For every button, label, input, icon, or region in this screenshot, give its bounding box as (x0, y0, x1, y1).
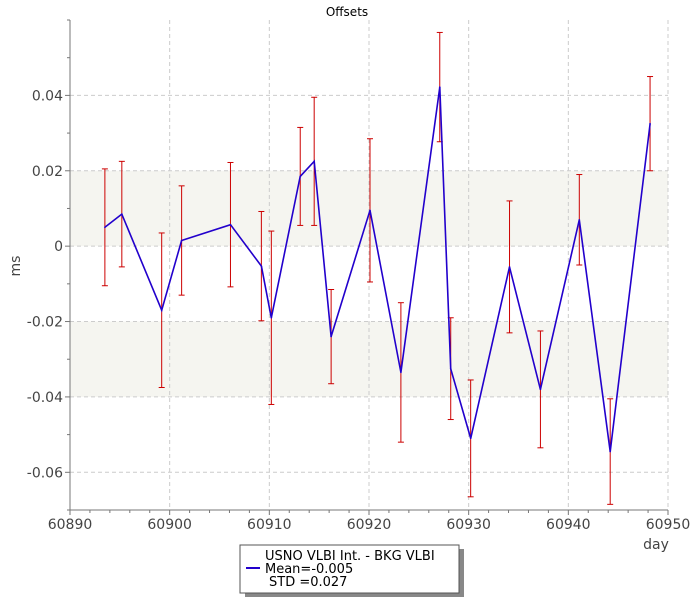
legend-std: STD =0.027 (269, 575, 347, 590)
y-tick-labels: 0.04 0.02 0 -0.02 -0.04 -0.06 (27, 88, 63, 481)
x-axis-label: day (643, 537, 669, 553)
y-tick-label: 0.04 (32, 88, 63, 104)
legend: USNO VLBI Int. - BKG VLBI Mean=-0.005 ST… (239, 544, 464, 597)
data-point (229, 223, 232, 226)
legend-mean: Mean=-0.005 (265, 562, 353, 577)
data-point (369, 209, 371, 212)
data-point (508, 266, 511, 268)
data-point (649, 122, 651, 125)
x-tick-label: 60920 (347, 517, 392, 533)
series-line (104, 86, 651, 453)
x-tick-label: 60890 (48, 517, 93, 533)
data-point (104, 226, 106, 229)
data-point (121, 213, 123, 215)
x-tick-label: 60910 (247, 517, 292, 533)
data-point (400, 371, 402, 374)
data-point (539, 388, 542, 391)
data-point (180, 239, 183, 242)
grid-lines (70, 20, 669, 510)
x-tick-label: 60930 (446, 517, 491, 533)
axes (65, 19, 669, 515)
chart-title: Offsets (326, 5, 368, 19)
data-point (160, 309, 163, 312)
x-tick-label: 60900 (147, 517, 192, 533)
series-polyline (104, 86, 651, 452)
y-tick-label: 0 (54, 239, 63, 255)
legend-series-label: USNO VLBI Int. - BKG VLBI (265, 549, 435, 564)
x-tick-label: 60950 (646, 517, 691, 533)
data-point (313, 160, 315, 163)
y-tick-label: -0.04 (27, 390, 63, 406)
data-point (299, 175, 302, 178)
y-tick-label: -0.06 (27, 465, 63, 481)
data-point (438, 86, 441, 88)
data-point (449, 367, 452, 370)
data-point (609, 450, 611, 453)
y-axis-label: ms (8, 256, 24, 277)
x-tick-label: 60940 (546, 517, 591, 533)
data-point (578, 218, 581, 221)
y-tick-label: 0.02 (32, 164, 63, 180)
data-point (469, 437, 472, 440)
y-tick-label: -0.02 (27, 315, 63, 331)
legend-box (239, 544, 460, 594)
data-point (260, 265, 263, 267)
x-tick-labels: 60890 60900 60910 60920 60930 60940 60950 (48, 517, 691, 533)
data-point (330, 335, 332, 338)
data-point (270, 316, 273, 319)
